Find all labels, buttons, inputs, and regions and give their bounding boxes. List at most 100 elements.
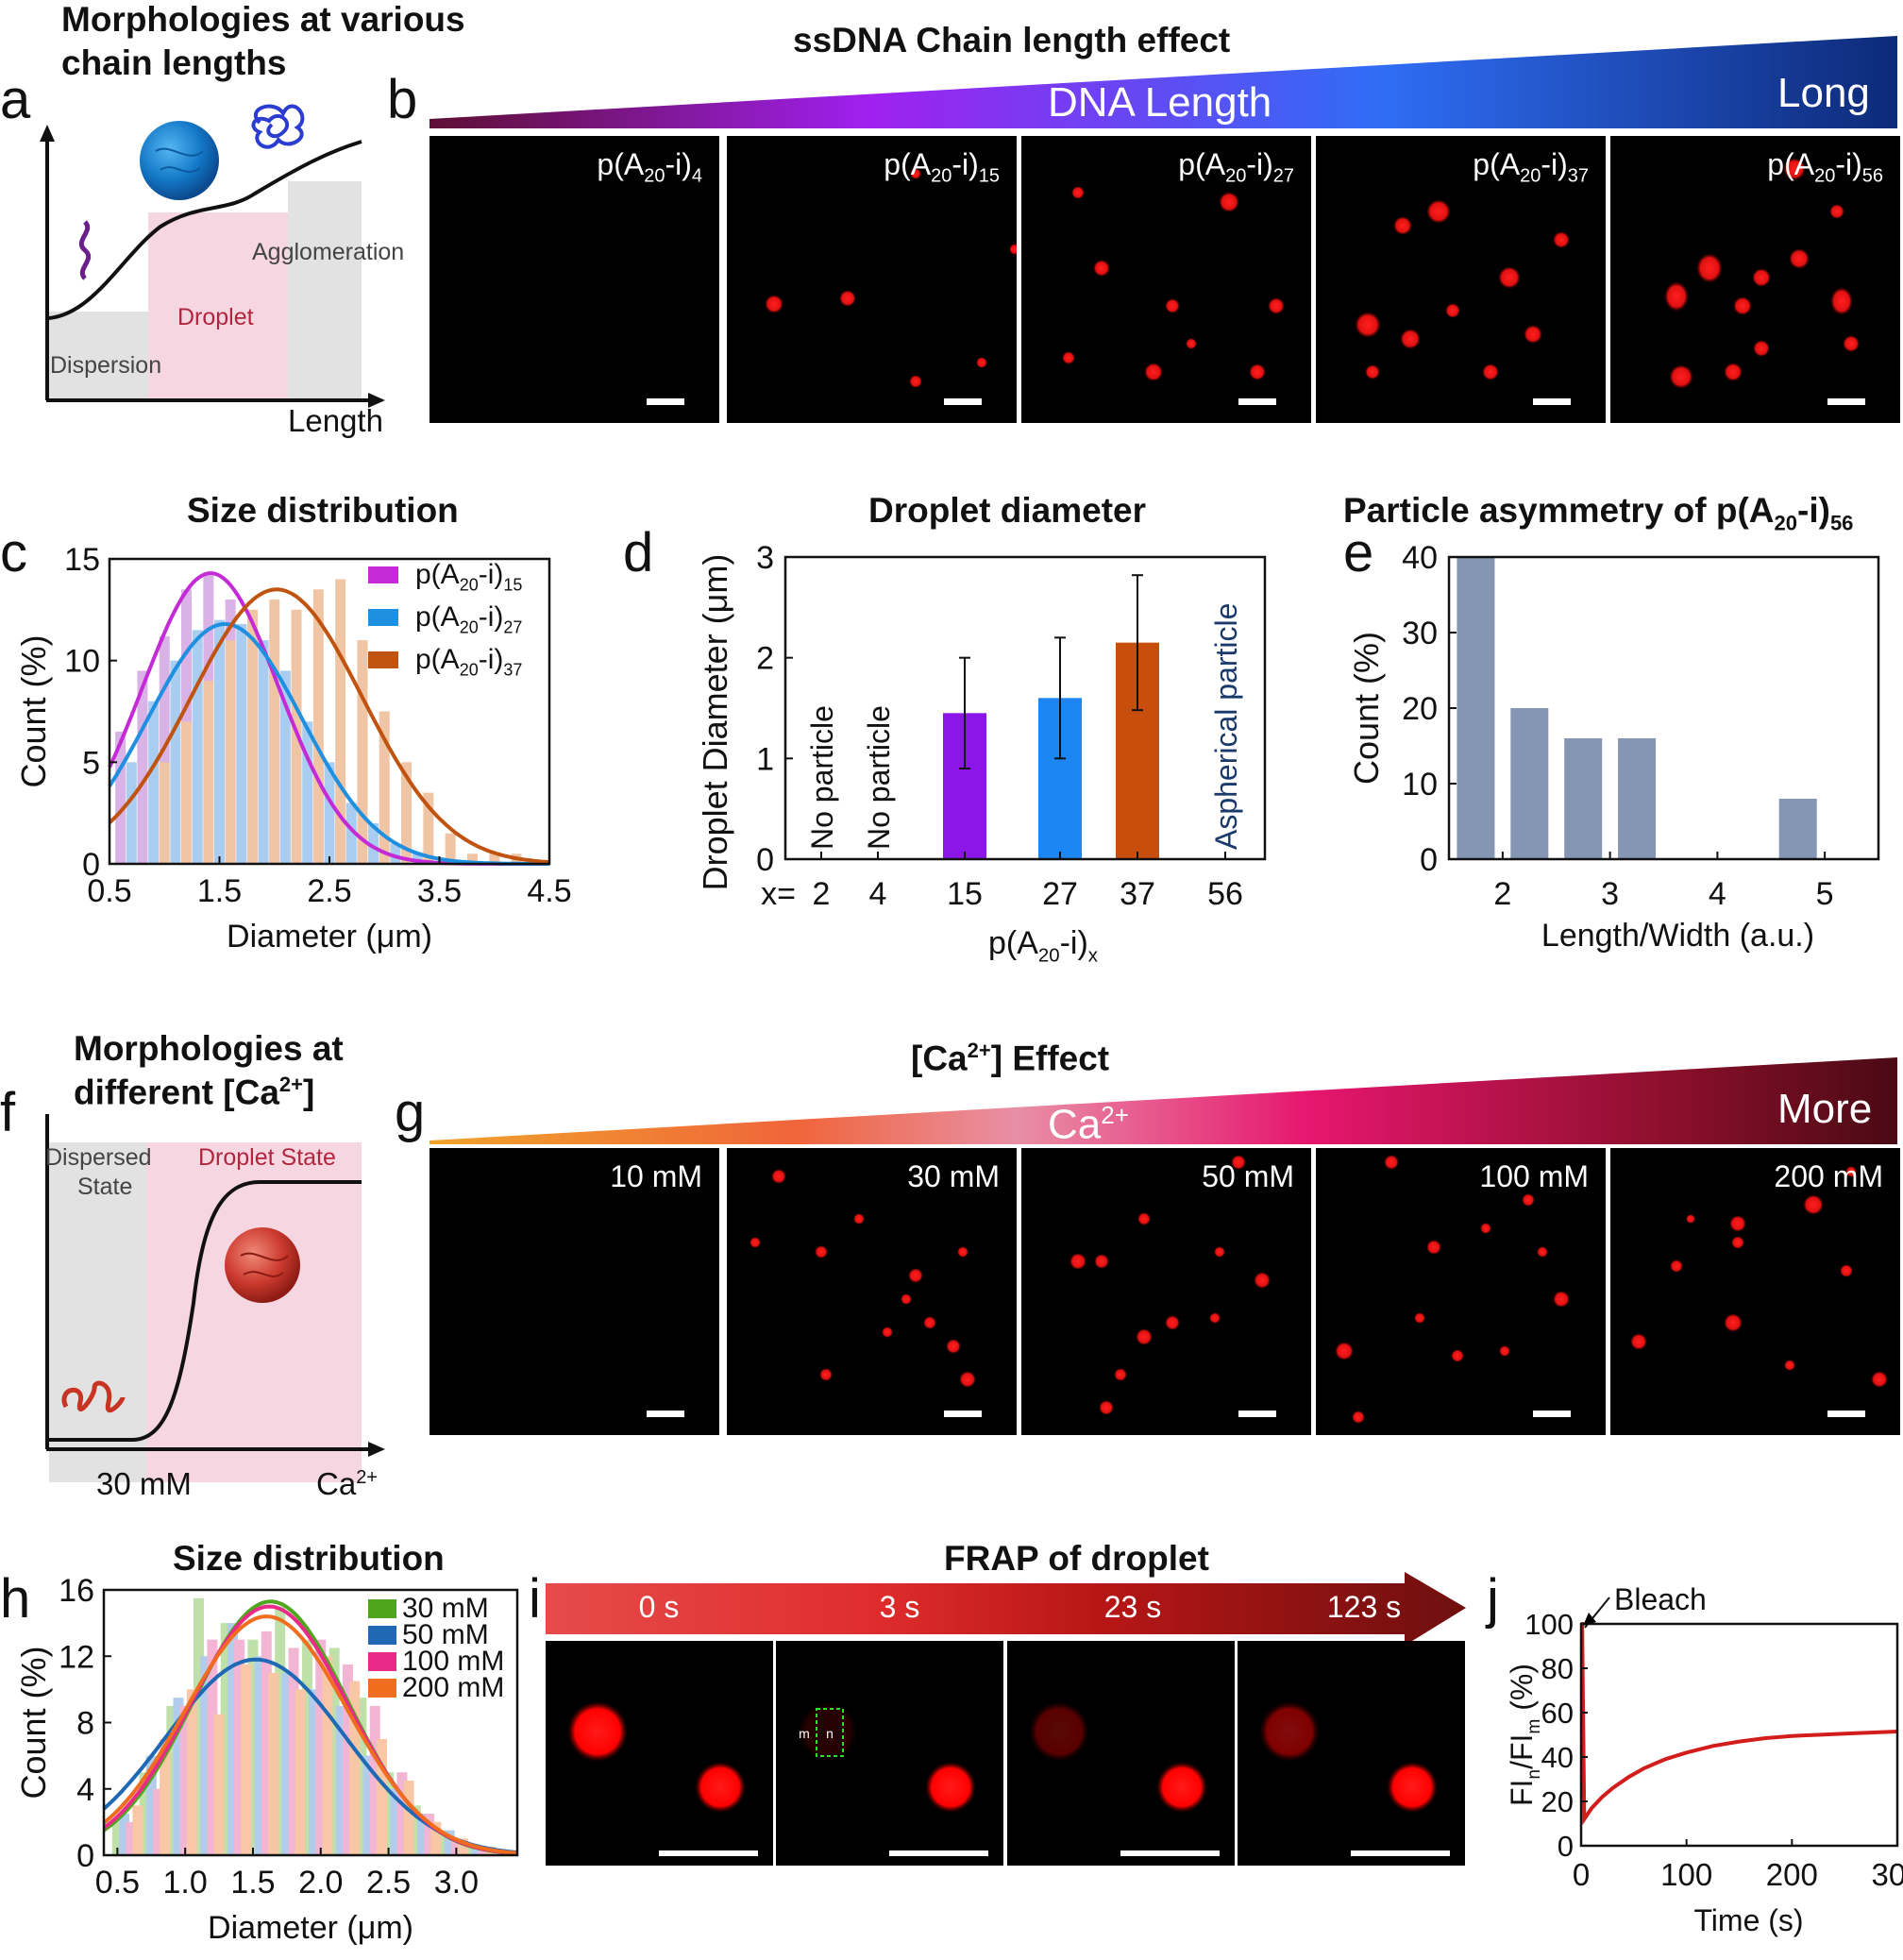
panel-f-title-main: different [Ca bbox=[74, 1073, 279, 1112]
droplet-dot bbox=[1803, 1194, 1824, 1215]
frap-time-label: 23 s bbox=[1103, 1590, 1162, 1624]
micrograph-label-part: -i) bbox=[665, 147, 692, 181]
droplet-dot bbox=[1696, 253, 1723, 283]
hist-bar bbox=[450, 1838, 462, 1855]
droplet-dot bbox=[1480, 1223, 1491, 1234]
x-axis-label: Time (s) bbox=[1693, 1903, 1803, 1937]
plot-frame bbox=[1579, 1622, 1899, 1848]
legend-entry-part: p(A bbox=[415, 559, 460, 590]
hist-bar bbox=[412, 853, 423, 864]
chart-j-frap-recovery: 0 100 200 300 0 20 40 60 80 100 Time (s) FIn/FIm (%… bbox=[1505, 1582, 1903, 1937]
y-axis-label-part: (%) bbox=[1505, 1664, 1539, 1719]
frap-reference-droplet bbox=[695, 1762, 746, 1813]
hist-bar bbox=[376, 1739, 387, 1855]
panel-e-title-sub1: 20 bbox=[1774, 511, 1797, 535]
hist-bar bbox=[192, 630, 203, 864]
legend-entry-part: p(A bbox=[415, 601, 460, 633]
scale-bar bbox=[1533, 1411, 1571, 1417]
droplet-dot bbox=[1789, 248, 1810, 269]
hist-bar bbox=[160, 1739, 171, 1855]
panel-g-title: [Ca2+] Effect bbox=[911, 1039, 1109, 1078]
droplet-dot bbox=[976, 357, 987, 368]
droplet-dot bbox=[1355, 312, 1381, 338]
region-dispersion: Dispersion bbox=[50, 352, 162, 379]
hist-bar bbox=[368, 822, 379, 864]
x-tick-label: 0 bbox=[1573, 1857, 1590, 1892]
y-axis-label-part: m bbox=[1524, 1719, 1544, 1734]
hist-bar bbox=[445, 833, 456, 864]
hist-bar bbox=[396, 1772, 408, 1855]
y-tick-label: 60 bbox=[1541, 1697, 1574, 1730]
x-tick-label: 2 bbox=[813, 876, 831, 912]
scale-bar bbox=[647, 398, 684, 405]
micrograph-image bbox=[1664, 158, 1865, 405]
asymmetry-bar bbox=[1510, 708, 1549, 859]
hist-bar bbox=[241, 1664, 252, 1855]
panel-a-schematic bbox=[40, 104, 385, 408]
legend-entry-part: 20 bbox=[460, 576, 479, 595]
micrograph-label-part: -i) bbox=[952, 147, 979, 181]
hist-bar bbox=[328, 1647, 340, 1855]
hist-bar bbox=[437, 1830, 448, 1855]
x-tick-label: 2 bbox=[1493, 876, 1511, 912]
hist-bar bbox=[390, 1788, 401, 1855]
dna-length-long-label: Long bbox=[1777, 70, 1870, 116]
frap-image bbox=[567, 1701, 758, 1856]
g-cells-cell: 200 mM bbox=[1610, 1148, 1900, 1435]
hist-bar bbox=[362, 1755, 374, 1855]
hist-bar bbox=[423, 792, 434, 864]
bar-annotation: No particle bbox=[862, 705, 896, 850]
scale-bar bbox=[944, 1411, 982, 1417]
hist-bar bbox=[335, 579, 346, 864]
legend-swatch bbox=[368, 609, 398, 626]
hist-bar bbox=[458, 1838, 469, 1855]
legend-swatch bbox=[368, 1652, 396, 1671]
y-tick-label: 3 bbox=[756, 540, 774, 576]
bleach-annotation: Bleach bbox=[1614, 1582, 1707, 1616]
micrograph-label-part: p(A bbox=[884, 147, 932, 181]
y-tick-label: 5 bbox=[82, 745, 100, 781]
x-tick-label: 1.5 bbox=[230, 1865, 275, 1901]
droplet-dot bbox=[1840, 1264, 1853, 1277]
hist-bar bbox=[410, 1805, 421, 1855]
micrograph-label-part: 56 bbox=[1861, 165, 1883, 187]
droplet-dot bbox=[1670, 1259, 1683, 1273]
y-tick-label: 0 bbox=[1420, 842, 1438, 878]
hist-bar bbox=[281, 1672, 293, 1855]
droplet-dot bbox=[1498, 266, 1521, 289]
panel-letter-g: g bbox=[395, 1082, 426, 1143]
hist-bar bbox=[444, 1830, 455, 1855]
droplet-dot bbox=[1686, 1214, 1695, 1224]
hist-bar bbox=[159, 762, 170, 864]
b-cells-cell: p(A20-i)37 bbox=[1316, 136, 1606, 423]
droplet-dot bbox=[1553, 1291, 1570, 1308]
droplet-dot bbox=[1249, 363, 1266, 380]
region-droplet-state: Droplet State bbox=[198, 1144, 336, 1171]
frap-cell bbox=[546, 1641, 773, 1866]
x-prefix-label: x= bbox=[761, 876, 796, 912]
panel-e-title-pre: Particle asymmetry of p(A bbox=[1343, 491, 1775, 530]
y-tick-label: 80 bbox=[1541, 1652, 1574, 1685]
hist-bar bbox=[383, 1772, 395, 1855]
y-tick-label: 1 bbox=[756, 741, 774, 777]
x-tick-label: 4.5 bbox=[527, 873, 571, 909]
calcium-gradient-label-sup: 2+ bbox=[1101, 1101, 1129, 1129]
legend-swatch bbox=[368, 651, 398, 668]
micrograph-label-part: -i) bbox=[1541, 147, 1568, 181]
droplet-dot bbox=[1426, 199, 1451, 224]
dna-length-gradient-wedge bbox=[429, 36, 1897, 128]
droplet-dot bbox=[1445, 303, 1460, 318]
dispersed-coil-icon bbox=[61, 1380, 126, 1413]
x-axis-label: p(A20-i)x bbox=[988, 925, 1098, 967]
droplet-dot bbox=[1099, 1400, 1114, 1415]
scale-bar bbox=[1827, 1411, 1865, 1417]
droplet-dot bbox=[1009, 244, 1017, 255]
droplet-dot bbox=[1114, 1368, 1127, 1381]
droplet-dot bbox=[1186, 338, 1197, 349]
panel-a-xlabel: Length bbox=[288, 403, 383, 438]
micrograph-image bbox=[1355, 199, 1571, 405]
hist-bar bbox=[213, 1714, 225, 1855]
y-tick-label: 0 bbox=[82, 847, 100, 883]
panel-letter-h: h bbox=[0, 1568, 31, 1630]
